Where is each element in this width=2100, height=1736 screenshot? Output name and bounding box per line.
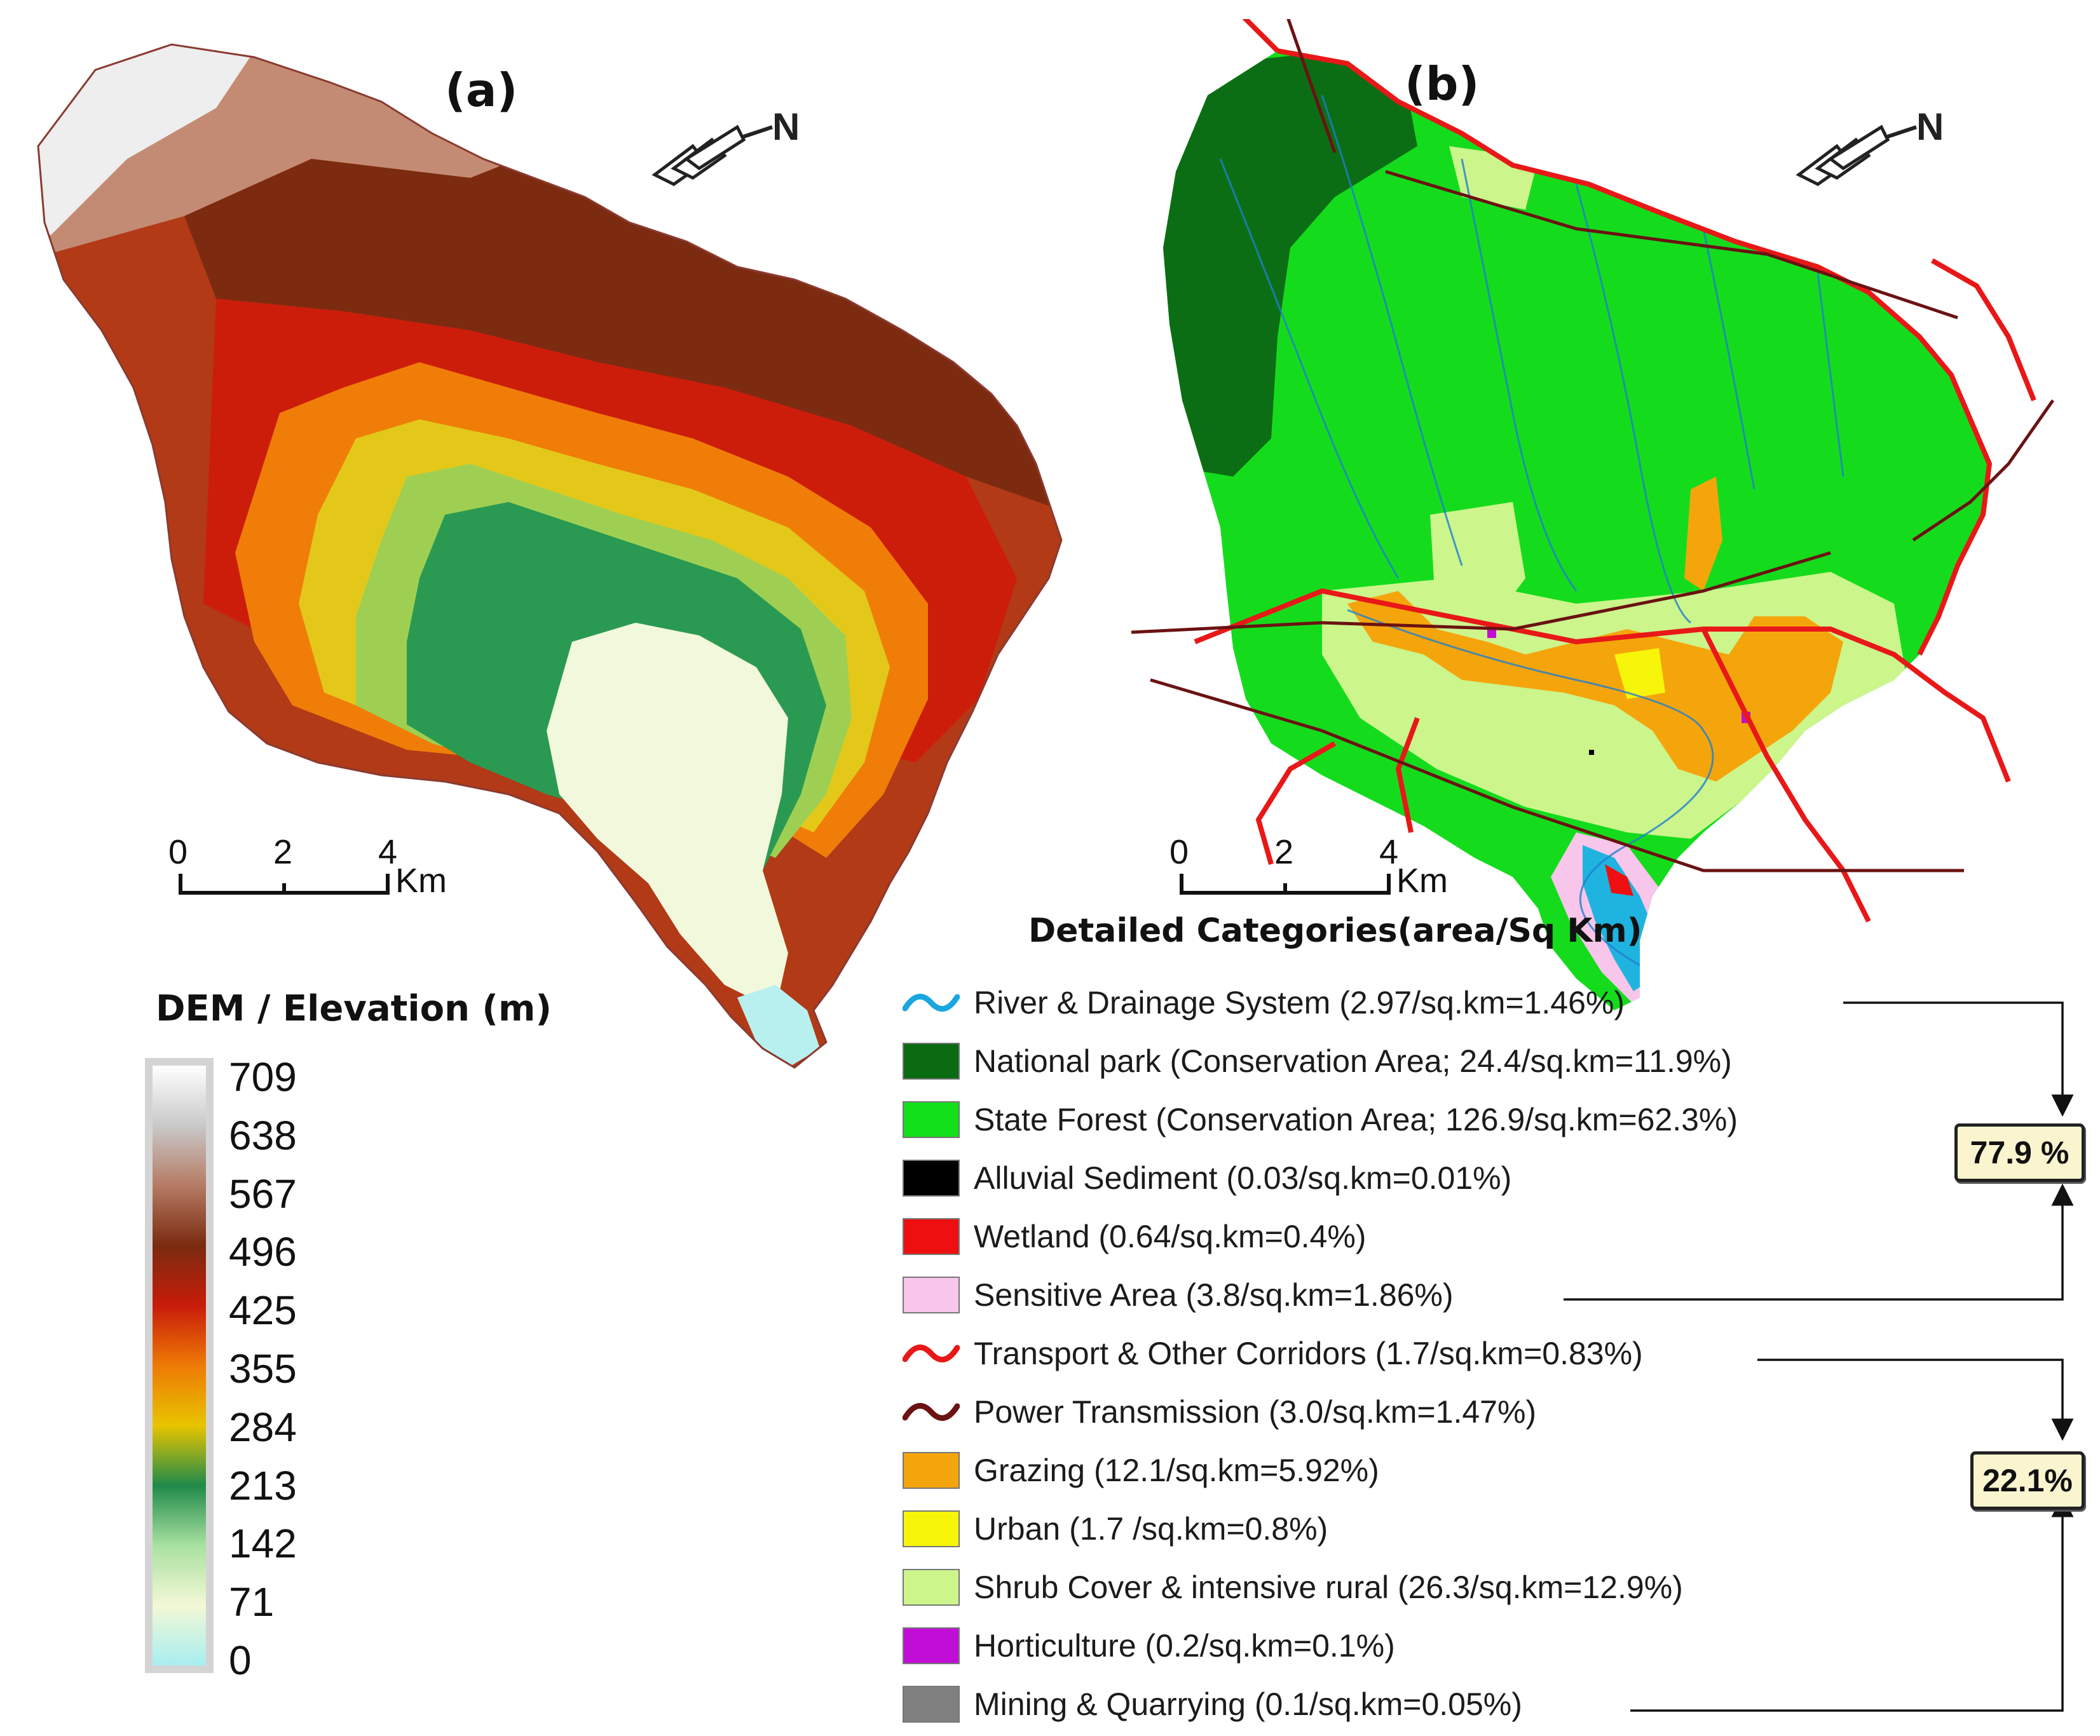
color-swatch <box>903 1043 960 1080</box>
color-swatch <box>903 1218 960 1255</box>
dem-map <box>37 43 1063 1069</box>
legend-item: River & Drainage System (2.97/sq.km=1.46… <box>903 973 1625 1032</box>
legend-item: Mining & Quarrying (0.1/sq.km=0.05%) <box>903 1675 1522 1733</box>
north-arrow-b: N <box>1796 105 1944 186</box>
land-use-map <box>1131 19 2055 1010</box>
scale-b-tick-4: 4 <box>1379 833 1399 871</box>
color-swatch <box>903 1569 960 1606</box>
legend-item: Transport & Other Corridors (1.7/sq.km=0… <box>903 1324 1643 1383</box>
dem-tick-label: 709 <box>229 1054 297 1100</box>
legend-item-label: Transport & Other Corridors (1.7/sq.km=0… <box>974 1336 1643 1371</box>
dem-tick-label: 213 <box>229 1462 297 1509</box>
scale-b-tick-2: 2 <box>1274 833 1294 871</box>
color-swatch <box>903 1510 960 1547</box>
scale-b-tick-0: 0 <box>1169 833 1189 871</box>
legend-item: Sensitive Area (3.8/sq.km=1.86%) <box>903 1266 1454 1324</box>
legend-item-label: River & Drainage System (2.97/sq.km=1.46… <box>974 985 1625 1021</box>
scale-b-unit: Km <box>1396 862 1448 900</box>
dem-tick-label: 567 <box>229 1170 297 1217</box>
north-arrow-a-label: N <box>772 105 800 148</box>
legend-item: Power Transmission (3.0/sq.km=1.47%) <box>903 1383 1536 1441</box>
line-symbol-icon <box>903 984 960 1021</box>
legend-item-label: Grazing (12.1/sq.km=5.92%) <box>974 1453 1379 1488</box>
legend-item-label: State Forest (Conservation Area; 126.9/s… <box>974 1102 1738 1137</box>
scale-bar-a <box>179 874 390 895</box>
dem-tick-label: 425 <box>229 1287 297 1334</box>
color-swatch <box>903 1277 960 1313</box>
legend-item: State Forest (Conservation Area; 126.9/s… <box>903 1090 1738 1149</box>
line-symbol-icon <box>903 1335 960 1372</box>
conservation-total-box: 77.9 % <box>1954 1123 2085 1182</box>
color-swatch <box>903 1101 960 1138</box>
scale-a-tick-4: 4 <box>378 833 398 871</box>
dem-tick-label: 496 <box>229 1229 297 1275</box>
legend-item: Grazing (12.1/sq.km=5.92%) <box>903 1441 1379 1500</box>
dem-tick-label: 142 <box>229 1521 297 1567</box>
legend-item: National park (Conservation Area; 24.4/s… <box>903 1032 1732 1090</box>
scale-bar-b <box>1180 874 1391 895</box>
legend-item: Horticulture (0.2/sq.km=0.1%) <box>903 1617 1395 1675</box>
legend-item: Wetland (0.64/sq.km=0.4%) <box>903 1207 1366 1266</box>
legend-item-label: Mining & Quarrying (0.1/sq.km=0.05%) <box>974 1686 1522 1722</box>
dem-tick-label: 0 <box>229 1638 252 1683</box>
line-symbol-icon <box>903 1394 960 1430</box>
legend-item: Alluvial Sediment (0.03/sq.km=0.01%) <box>903 1149 1511 1207</box>
color-swatch <box>903 1686 960 1723</box>
legend-item-label: Power Transmission (3.0/sq.km=1.47%) <box>974 1394 1537 1430</box>
legend-item-label: Horticulture (0.2/sq.km=0.1%) <box>974 1628 1395 1664</box>
dem-color-ramp <box>145 1058 214 1673</box>
scale-a-tick-2: 2 <box>273 833 293 871</box>
dem-tick-label: 71 <box>229 1579 275 1625</box>
scale-a-tick-0: 0 <box>168 833 188 871</box>
panel-b-label: (b) <box>1405 57 1480 111</box>
north-arrow-a: N <box>651 105 800 186</box>
color-swatch <box>903 1452 960 1489</box>
legend-item: Shrub Cover & intensive rural (26.3/sq.k… <box>903 1558 1683 1617</box>
panel-a-label: (a) <box>445 64 518 117</box>
scale-a-unit: Km <box>395 862 447 900</box>
color-swatch <box>903 1627 960 1664</box>
north-arrow-b-label: N <box>1916 105 1944 148</box>
legend-title: Detailed Categories(area/Sq Km) <box>1028 912 1642 950</box>
development-total-box: 22.1% <box>1970 1451 2085 1510</box>
legend-item-label: Alluvial Sediment (0.03/sq.km=0.01%) <box>974 1160 1512 1196</box>
legend-item-label: Shrub Cover & intensive rural (26.3/sq.k… <box>974 1570 1683 1605</box>
legend-item-label: National park (Conservation Area; 24.4/s… <box>974 1043 1732 1079</box>
dem-tick-label: 355 <box>229 1346 297 1392</box>
dem-tick-label: 638 <box>229 1112 297 1158</box>
dem-legend-title: DEM / Elevation (m) <box>156 988 552 1029</box>
legend-item-label: Wetland (0.64/sq.km=0.4%) <box>974 1219 1367 1254</box>
dem-tick-label: 284 <box>229 1404 297 1450</box>
legend-item: Urban (1.7 /sq.km=0.8%) <box>903 1500 1328 1558</box>
legend-item-label: Sensitive Area (3.8/sq.km=1.86%) <box>974 1277 1454 1313</box>
legend-item-label: Urban (1.7 /sq.km=0.8%) <box>974 1511 1328 1547</box>
color-swatch <box>903 1160 960 1197</box>
